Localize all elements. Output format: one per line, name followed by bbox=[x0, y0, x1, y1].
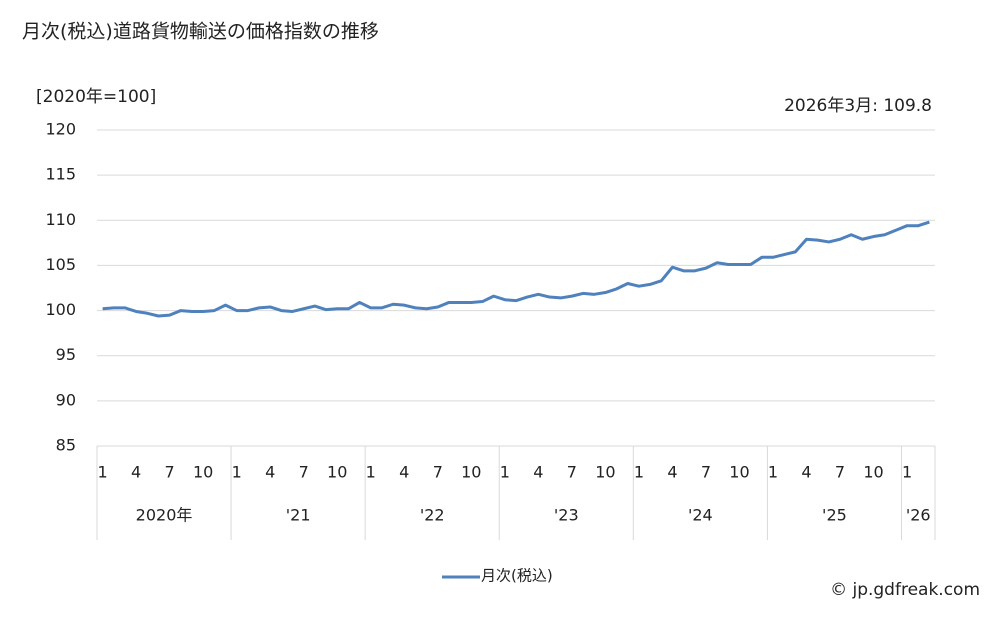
x-tick-label: 1 bbox=[768, 463, 778, 482]
x-tick-label: 7 bbox=[299, 463, 309, 482]
y-tick-label: 85 bbox=[56, 436, 76, 455]
x-tick-label: 10 bbox=[595, 463, 615, 482]
x-tick-label: 1 bbox=[97, 463, 107, 482]
x-tick-label: 7 bbox=[433, 463, 443, 482]
y-tick-label: 100 bbox=[45, 300, 76, 319]
legend-label: 月次(税込) bbox=[481, 567, 553, 585]
year-label: '26 bbox=[906, 506, 931, 525]
data-line bbox=[102, 220, 930, 318]
x-tick-label: 4 bbox=[801, 463, 811, 482]
x-tick-label: 7 bbox=[701, 463, 711, 482]
credit: © jp.gdfreak.com bbox=[830, 580, 980, 600]
y-tick-label: 95 bbox=[56, 345, 76, 364]
x-tick-label: 1 bbox=[366, 463, 376, 482]
x-tick-label: 10 bbox=[461, 463, 481, 482]
x-tick-label: 10 bbox=[327, 463, 347, 482]
year-label: '22 bbox=[420, 506, 445, 525]
x-tick-label: 1 bbox=[500, 463, 510, 482]
x-tick-label: 4 bbox=[533, 463, 543, 482]
year-label: '24 bbox=[688, 506, 713, 525]
x-tick-label: 7 bbox=[835, 463, 845, 482]
x-tick-label: 7 bbox=[165, 463, 175, 482]
year-label: '25 bbox=[822, 506, 847, 525]
x-tick-label: 10 bbox=[863, 463, 883, 482]
x-tick-label: 4 bbox=[265, 463, 275, 482]
chart-title: 月次(税込)道路貨物輸送の価格指数の推移 bbox=[22, 21, 379, 43]
year-label: '21 bbox=[286, 506, 311, 525]
y-tick-label: 105 bbox=[45, 255, 76, 274]
x-tick-label: 4 bbox=[131, 463, 141, 482]
y-tick-label: 110 bbox=[45, 210, 76, 229]
annotation: 2026年3月: 109.8 bbox=[784, 96, 932, 116]
x-tick-label: 4 bbox=[399, 463, 409, 482]
x-tick-label: 4 bbox=[667, 463, 677, 482]
year-label: '23 bbox=[554, 506, 579, 525]
x-tick-label: 10 bbox=[729, 463, 749, 482]
y-tick-label: 90 bbox=[56, 390, 76, 409]
year-label: 2020年 bbox=[136, 506, 193, 525]
x-tick-label: 10 bbox=[193, 463, 213, 482]
x-tick-label: 1 bbox=[634, 463, 644, 482]
y-tick-label: 115 bbox=[45, 165, 76, 184]
x-tick-label: 7 bbox=[567, 463, 577, 482]
x-tick-label: 1 bbox=[902, 463, 912, 482]
y-axis-label: [2020年=100] bbox=[36, 87, 156, 107]
y-tick-label: 120 bbox=[45, 120, 76, 139]
x-tick-label: 1 bbox=[232, 463, 242, 482]
